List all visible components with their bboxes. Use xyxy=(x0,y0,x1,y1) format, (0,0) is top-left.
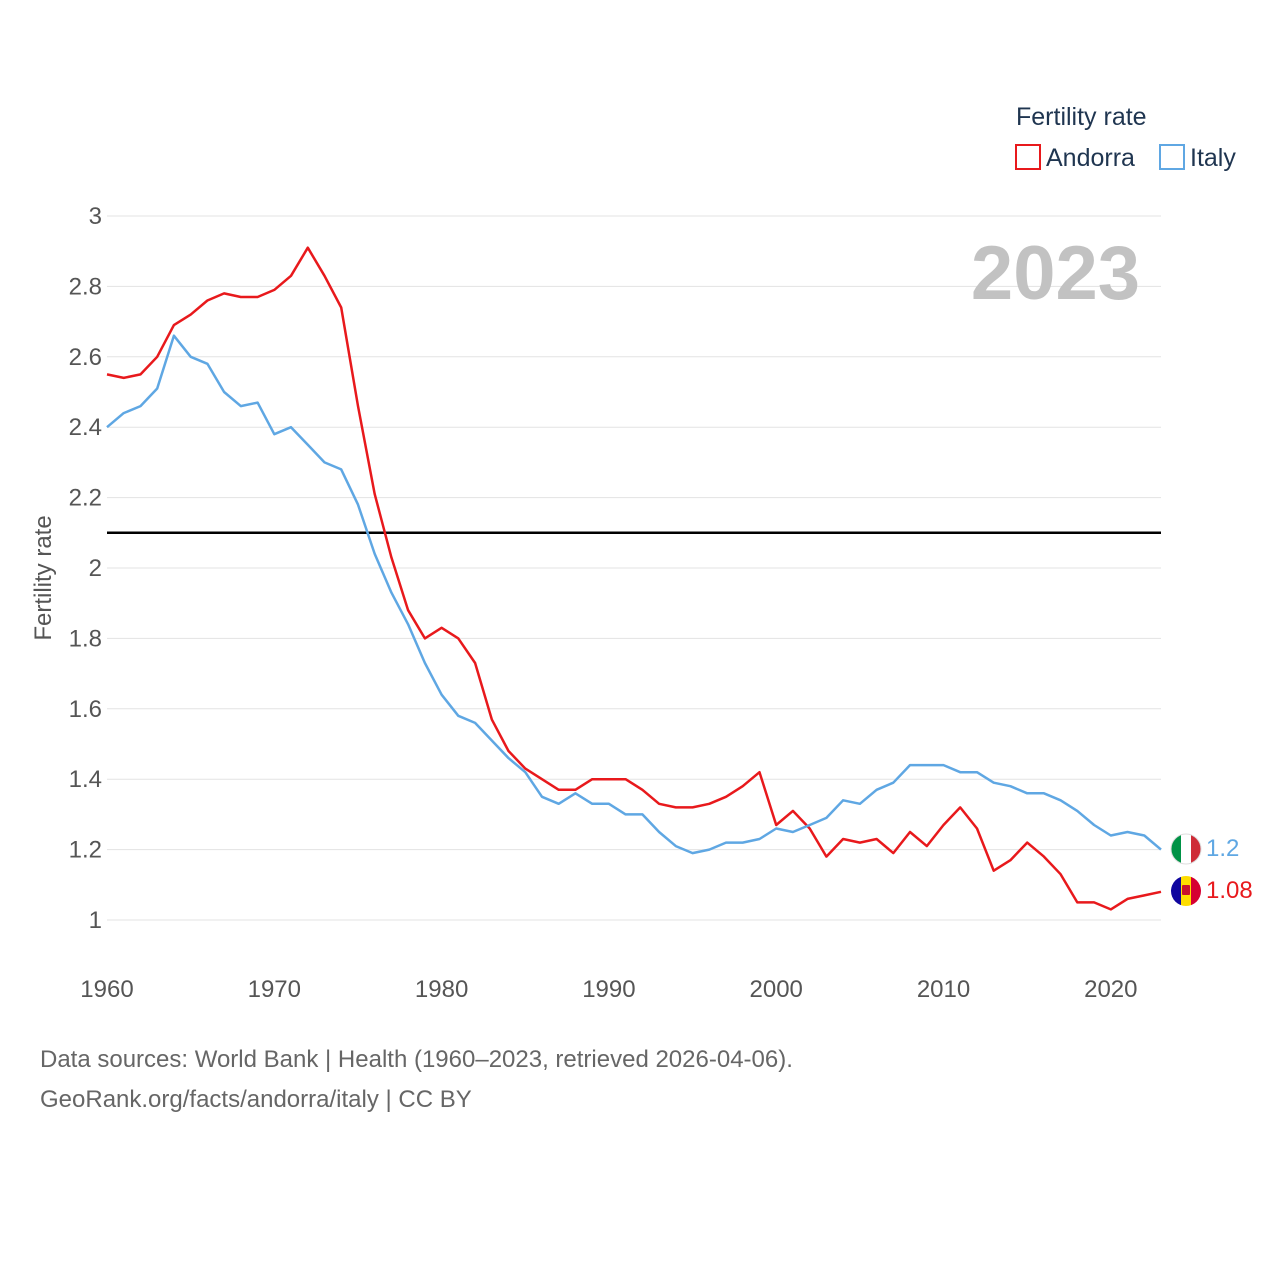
y-axis-title: Fertility rate xyxy=(30,515,57,640)
legend-swatch-italy xyxy=(1159,144,1185,170)
y-tick-label: 3 xyxy=(89,203,102,230)
series-line-andorra xyxy=(106,246,1162,911)
andorra-end-label: 1.08 xyxy=(1206,877,1253,904)
legend-swatch-andorra xyxy=(1015,144,1041,170)
x-axis-ticks: 1960 1970 1980 1990 2000 2010 2020 xyxy=(80,976,1137,1003)
data-source-text: Data sources: World Bank | Health (1960–… xyxy=(40,1046,793,1073)
x-tick-label: 2000 xyxy=(750,976,803,1003)
x-tick-label: 2020 xyxy=(1084,976,1137,1003)
x-tick-label: 1980 xyxy=(415,976,468,1003)
gridlines xyxy=(107,215,1161,921)
y-axis-ticks: 1 1.2 1.4 1.6 1.8 2 2.2 2.4 2.6 2.8 3 xyxy=(69,203,102,934)
series-line-italy xyxy=(106,334,1162,855)
y-tick-label: 2.6 xyxy=(69,344,102,371)
y-tick-label: 1.2 xyxy=(69,837,102,864)
andorra-flag-icon xyxy=(1171,876,1201,906)
y-tick-label: 1.6 xyxy=(69,696,102,723)
x-tick-label: 2010 xyxy=(917,976,970,1003)
italy-end-label: 1.2 xyxy=(1206,835,1239,862)
y-tick-label: 2.8 xyxy=(69,273,102,300)
y-tick-label: 2.2 xyxy=(69,485,102,512)
legend-title: Fertility rate xyxy=(1016,103,1147,131)
y-tick-label: 2 xyxy=(89,555,102,582)
legend: Fertility rate Andorra Italy xyxy=(1015,103,1236,172)
legend-label-andorra: Andorra xyxy=(1046,144,1135,172)
x-tick-label: 1960 xyxy=(80,976,133,1003)
x-tick-label: 1990 xyxy=(582,976,635,1003)
y-tick-label: 1.4 xyxy=(69,766,102,793)
y-tick-label: 1.8 xyxy=(69,625,102,652)
series-lines xyxy=(106,246,1162,911)
italy-flag-icon xyxy=(1171,834,1201,864)
y-tick-label: 2.4 xyxy=(69,414,102,441)
source-link-text: GeoRank.org/facts/andorra/italy | CC BY xyxy=(40,1086,472,1113)
x-tick-label: 1970 xyxy=(248,976,301,1003)
y-tick-label: 1 xyxy=(89,907,102,934)
legend-label-italy: Italy xyxy=(1190,144,1236,172)
year-label: 2023 xyxy=(971,231,1140,316)
